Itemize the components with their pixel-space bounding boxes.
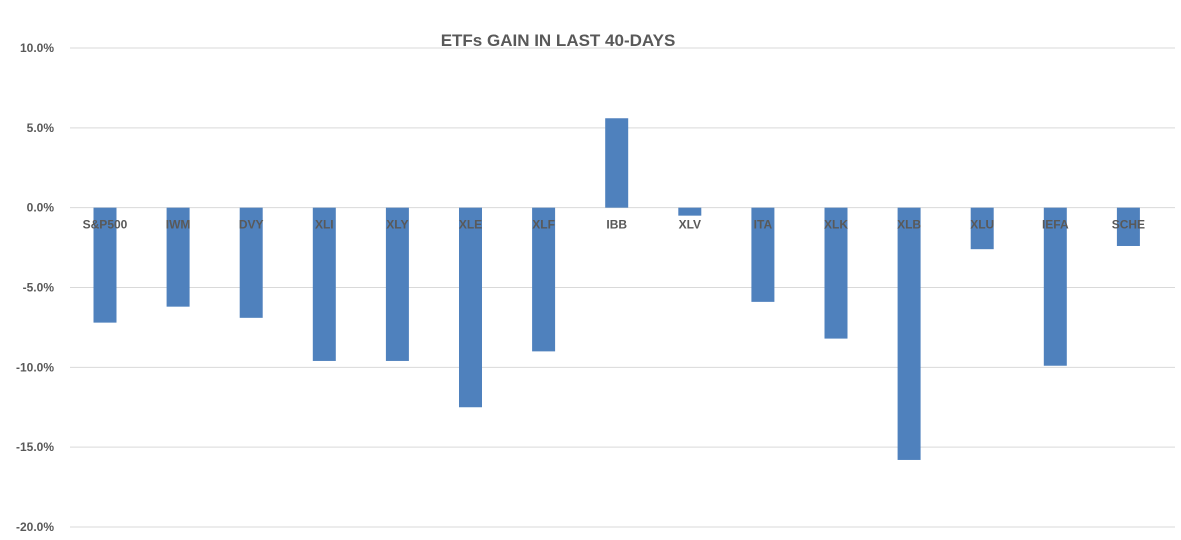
category-label: XLI xyxy=(315,218,334,232)
bar-xlu xyxy=(970,207,994,250)
y-axis-tick-labels: 10.0% 5.0% 0.0% -5.0% -10.0% -15.0% -20.0% xyxy=(16,41,54,534)
bar-xlv xyxy=(678,207,702,216)
category-label: XLK xyxy=(824,218,848,232)
bar-xlk xyxy=(824,207,848,339)
bar-ibb xyxy=(605,118,629,208)
category-label: XLY xyxy=(386,218,408,232)
bar-iwm xyxy=(166,207,190,307)
y-tick-label: 5.0% xyxy=(27,121,55,135)
bar-iefa xyxy=(1043,207,1067,366)
category-label: IWM xyxy=(166,218,191,232)
y-tick-label: -20.0% xyxy=(16,520,54,534)
bar-sp500 xyxy=(93,207,117,323)
category-label: ITA xyxy=(754,218,773,232)
y-tick-label: -15.0% xyxy=(16,440,54,454)
bar-dvy xyxy=(239,207,263,318)
category-label: IEFA xyxy=(1042,218,1069,232)
category-label: S&P500 xyxy=(83,218,128,232)
category-label: XLV xyxy=(679,218,701,232)
bar-xlf xyxy=(532,207,556,352)
chart-title: ETFs GAIN IN LAST 40-DAYS xyxy=(441,31,676,50)
category-label: DVY xyxy=(239,218,264,232)
category-label: XLB xyxy=(897,218,921,232)
bar-xly xyxy=(385,207,409,361)
category-label: XLU xyxy=(970,218,994,232)
category-label: XLF xyxy=(532,218,555,232)
bar-sche xyxy=(1116,207,1140,246)
y-tick-label: -10.0% xyxy=(16,360,54,374)
category-label: IBB xyxy=(606,218,627,232)
bar-xli xyxy=(312,207,336,361)
bar-xlb xyxy=(897,207,921,460)
category-label: XLE xyxy=(459,218,482,232)
bar-xle xyxy=(459,207,482,408)
bars xyxy=(93,118,1140,460)
category-label: SCHE xyxy=(1112,218,1145,232)
y-tick-label: -5.0% xyxy=(23,281,55,295)
category-labels: S&P500 IWM DVY XLI XLY XLE XLF IBB XLV ITA XLK XLB X… xyxy=(83,218,1145,232)
bar-ita xyxy=(751,207,775,302)
y-tick-label: 10.0% xyxy=(20,41,54,55)
y-tick-label: 0.0% xyxy=(27,201,55,215)
